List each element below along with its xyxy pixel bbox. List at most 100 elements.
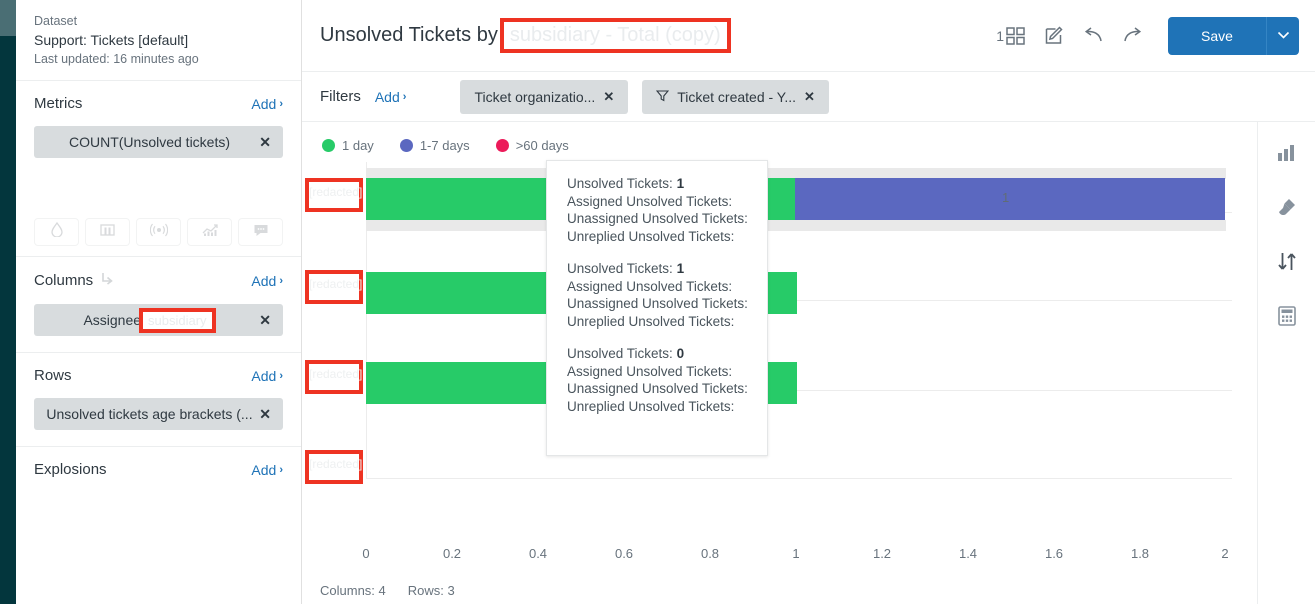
tooltip-line: Unassigned Unsolved Tickets: [567,380,748,398]
plot-area: 1 day 1-7 days >60 days [302,122,1257,604]
columns-icon [100,223,115,242]
rows-title: Rows [34,367,72,384]
comment-icon-button[interactable] [238,218,283,246]
dashboard-grid-icon [1005,26,1026,46]
tooltip-line-value: 0 [676,346,685,361]
tooltip-line-label: Unreplied Unsolved Tickets: [567,398,735,414]
filter-chip-organization-label: Ticket organizatio... [474,88,596,105]
legend-item-1-7days[interactable]: 1-7 days [399,138,470,153]
close-icon[interactable]: ✕ [804,88,815,104]
close-icon[interactable]: ✕ [603,88,615,104]
tooltip-line-value: 1 [676,261,685,276]
drop-icon-button[interactable] [34,218,79,246]
tooltip-line: Unreplied Unsolved Tickets: [567,313,747,331]
close-icon[interactable]: ✕ [259,134,271,150]
x-axis-tick: 0.6 [614,546,634,561]
tooltip-line-label: Unsolved Tickets: [567,346,673,361]
rows-add-button[interactable]: Add › [251,368,283,384]
tooltip-line-label: Unsolved Tickets: [567,261,673,276]
main-area: Unsolved Tickets by subsidiary - Total (… [302,0,1315,604]
explosions-section: Explosions Add › [16,447,301,494]
close-icon[interactable]: ✕ [259,406,271,422]
query-builder-panel: Dataset Support: Tickets [default] Last … [16,0,302,604]
chart-tools-rail [1257,122,1315,604]
grid-separator [366,390,1232,391]
row-hover-band-bottom [366,220,1226,231]
metric-chip[interactable]: COUNT(Unsolved tickets) ✕ [34,126,283,158]
bar-chart-icon [1277,145,1296,166]
y-axis-label-redaction-4: [redacted] [305,450,363,484]
y-axis-label-1: [redacted] [309,185,363,199]
tooltip-line: Assigned Unsolved Tickets: [567,278,747,296]
sort-arrows-icon [1277,253,1297,275]
filters-add-button[interactable]: Add › [375,89,407,105]
chart-plot: 1 [redacted] [redacted] [redacted] [302,122,1257,604]
tooltip-line-label: Unreplied Unsolved Tickets: [567,228,735,244]
explosions-title: Explosions [34,461,107,478]
tooltip-line-label: Unassigned Unsolved Tickets: [567,211,748,226]
chart-legend: 1 day 1-7 days >60 days [302,122,1257,153]
legend-label-gt60days: >60 days [515,138,569,153]
calculator-icon-button[interactable] [1277,306,1296,331]
tooltip-line: Unreplied Unsolved Tickets: [567,228,747,246]
tooltip-line-label: Assigned Unsolved Tickets: [567,278,733,294]
columns-icon-button[interactable] [85,218,130,246]
x-axis-tick: 2 [1221,546,1229,561]
tooltip-line-label: Unsolved Tickets: [567,176,673,191]
dashboard-count-button[interactable]: 1 [996,26,1026,46]
explosions-add-button[interactable]: Add › [251,462,283,478]
tooltip-line: Unassigned Unsolved Tickets: [567,295,748,313]
save-dropdown-button[interactable] [1266,16,1299,55]
filter-chip-created-label: Ticket created - Y... [677,88,797,105]
chevron-down-icon [1277,27,1290,45]
transpose-arrow-icon[interactable] [100,271,115,290]
tooltip-line-value: 1 [676,176,685,191]
chevron-right-icon: › [279,463,283,476]
top-toolbar: Unsolved Tickets by subsidiary - Total (… [302,0,1315,72]
legend-swatch-blue [399,139,413,152]
undo-button[interactable] [1082,26,1104,45]
row-chip[interactable]: Unsolved tickets age brackets (... ✕ [34,398,283,430]
chart-tooltip: Unsolved Tickets: 1 Assigned Unsolved Ti… [546,160,768,456]
legend-label-1day: 1 day [342,138,374,153]
legend-item-gt60days[interactable]: >60 days [495,138,569,153]
sort-arrows-icon-button[interactable] [1277,252,1297,276]
paintbrush-icon-button[interactable] [1277,197,1297,222]
x-axis-tick: 1.6 [1044,546,1064,561]
edit-button[interactable] [1044,25,1064,46]
explosions-header: Explosions Add › [34,461,283,478]
tooltip-line-label: Unassigned Unsolved Tickets: [567,381,748,396]
filter-chip-organization[interactable]: Ticket organizatio... ✕ [460,79,629,114]
page-title[interactable]: Unsolved Tickets by subsidiary - Total (… [320,18,731,53]
column-chip[interactable]: Assignee subsidiary ✕ [34,304,283,336]
columns-header: Columns Add › [34,271,283,290]
columns-section: Columns Add › Assignee subsidiary ✕ [16,257,301,353]
signal-icon-button[interactable] [136,218,181,246]
legend-item-1day[interactable]: 1 day [322,138,374,153]
save-button[interactable]: Save [1168,16,1266,55]
tooltip-group: Unsolved Tickets: 0 Assigned Unsolved Ti… [567,345,748,416]
x-axis: 0 0.2 0.4 0.6 0.8 1 1.2 1.4 1.6 1.8 2 [302,546,1257,566]
tooltip-line: Unreplied Unsolved Tickets: [567,398,747,416]
dataset-label: Dataset [34,14,78,28]
x-axis-tick: 0 [362,546,370,561]
bar-segment-blue-row1[interactable] [795,178,1225,220]
y-axis-line [366,162,367,478]
dataset-block[interactable]: Dataset Support: Tickets [default] Last … [16,0,301,81]
chevron-right-icon: › [279,369,283,382]
y-axis-label-redaction-2: [redacted] [305,270,363,304]
comment-icon [253,223,269,242]
row-chip-label: Unsolved tickets age brackets (... [46,406,253,422]
dataset-name: Support: Tickets [default] [34,32,189,48]
metrics-add-button[interactable]: Add › [251,96,283,112]
columns-add-button[interactable]: Add › [251,273,283,289]
filter-chip-created[interactable]: Ticket created - Y... ✕ [642,79,829,114]
redo-button[interactable] [1122,26,1144,45]
close-icon[interactable]: ✕ [259,312,271,328]
chart-footer: Columns: 4 Rows: 3 [320,583,455,598]
trend-icon-button[interactable] [187,218,232,246]
filter-bar: Filters Add › Ticket organizatio... ✕ Ti… [302,72,1315,122]
bar-chart-icon-button[interactable] [1277,144,1296,167]
page-title-redaction: subsidiary - Total (copy) [499,18,731,53]
paintbrush-icon [1277,199,1297,221]
